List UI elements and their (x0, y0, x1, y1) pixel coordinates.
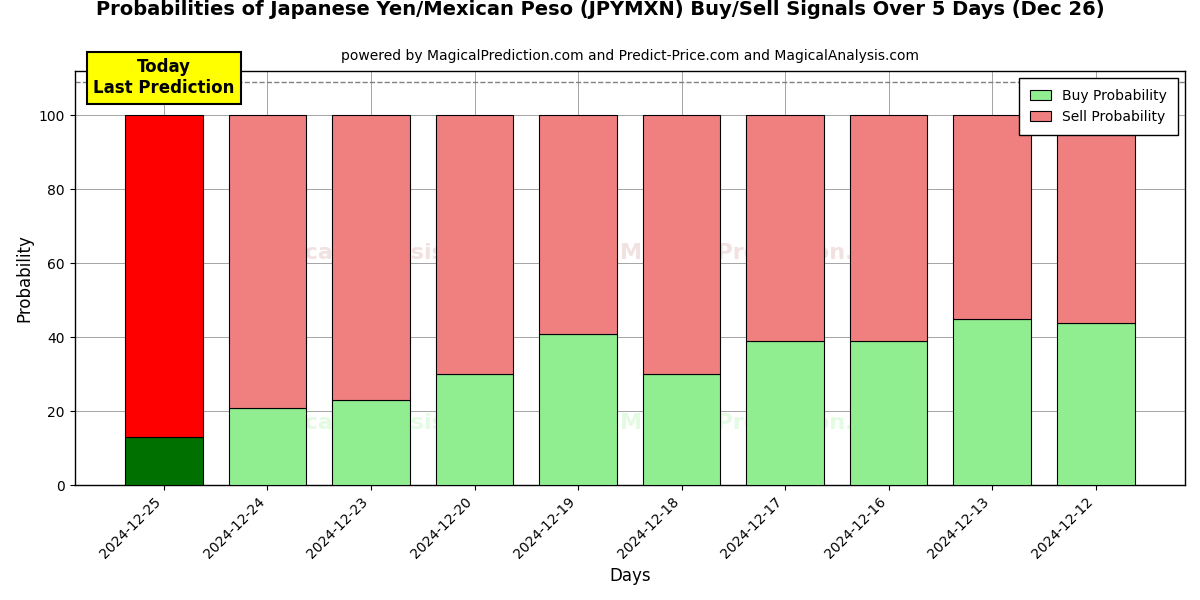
Text: MagicalAnalysis.com: MagicalAnalysis.com (244, 413, 505, 433)
Bar (229, 115, 306, 407)
Bar (746, 341, 824, 485)
Bar (643, 374, 720, 485)
Text: MagicalPrediction.com: MagicalPrediction.com (620, 413, 906, 433)
Bar (125, 115, 203, 437)
Bar (539, 334, 617, 485)
Bar (643, 115, 720, 374)
Bar (1057, 115, 1134, 323)
Bar (953, 115, 1031, 319)
Bar (436, 115, 514, 374)
Text: Today
Last Prediction: Today Last Prediction (94, 58, 235, 97)
Text: MagicalAnalysis.com: MagicalAnalysis.com (244, 243, 505, 263)
Bar (332, 400, 410, 485)
Title: powered by MagicalPrediction.com and Predict-Price.com and MagicalAnalysis.com: powered by MagicalPrediction.com and Pre… (341, 49, 919, 63)
Bar (746, 115, 824, 341)
Bar (850, 115, 928, 341)
Text: MagicalPrediction.com: MagicalPrediction.com (620, 243, 906, 263)
Legend: Buy Probability, Sell Probability: Buy Probability, Sell Probability (1019, 78, 1178, 135)
Bar (1057, 323, 1134, 485)
Bar (125, 437, 203, 485)
Bar (850, 341, 928, 485)
X-axis label: Days: Days (610, 567, 650, 585)
Bar (229, 407, 306, 485)
Text: Probabilities of Japanese Yen/Mexican Peso (JPYMXN) Buy/Sell Signals Over 5 Days: Probabilities of Japanese Yen/Mexican Pe… (96, 0, 1104, 19)
Bar (539, 115, 617, 334)
Bar (436, 374, 514, 485)
Y-axis label: Probability: Probability (16, 234, 34, 322)
Bar (332, 115, 410, 400)
Bar (953, 319, 1031, 485)
